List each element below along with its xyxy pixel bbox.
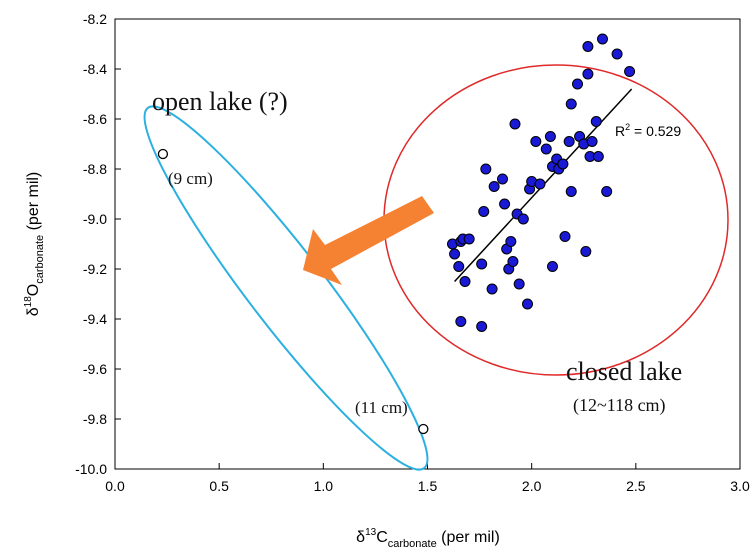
closed-lake-point [563,136,575,147]
closed-lake-point [455,316,467,327]
closed-lake-point [592,151,604,162]
closed-lake-point [509,118,521,130]
closed-lake-point [486,283,498,295]
closed-lake-point [497,173,508,185]
closed-lake-point [522,298,533,310]
y-tick-label: -9.4 [83,311,107,327]
x-axis-title: δ13Ccarbonate (per mil) [356,527,500,550]
y-tick-label: -8.6 [83,111,107,127]
y-tick-label: -10.0 [75,461,107,477]
x-tick-label: 2.5 [626,478,646,494]
closed-lake-point [478,206,490,217]
open-lake-label: open lake (?) [152,87,288,116]
shift-arrow [303,196,434,285]
x-tick-label: 2.0 [522,478,542,494]
x-axis-ticks: 0.0 0.5 1.0 1.5 2.0 2.5 3.0 [105,463,750,494]
y-tick-label: -9.0 [83,211,107,227]
closed-lake-point [565,98,577,110]
label-11cm: (11 cm) [355,398,408,417]
closed-lake-point [557,158,569,170]
closed-lake-point [597,33,608,45]
closed-lake-point [480,163,492,175]
closed-lake-label: closed lake [566,357,682,386]
closed-lake-points [447,33,636,332]
open-lake-point [418,423,429,435]
closed-lake-point [530,136,542,147]
open-lake-ellipse [143,105,429,471]
open-lake-point [157,148,169,160]
closed-lake-range-label: (12~118 cm) [573,395,666,416]
y-axis-title: δ18Ocarbonate (per mil) [23,172,46,317]
y-tick-label: -9.8 [83,411,107,427]
x-tick-label: 3.0 [730,478,750,494]
y-tick-label: -8.8 [83,161,107,177]
y-tick-label: -9.2 [83,261,107,277]
closed-lake-point [547,261,558,272]
closed-lake-point [611,48,623,60]
closed-lake-point [540,143,552,155]
closed-lake-point [534,178,546,190]
closed-lake-point [582,41,594,52]
closed-lake-point [505,236,517,247]
closed-lake-point [476,321,488,332]
y-tick-label: -8.4 [83,61,107,77]
closed-lake-point [449,248,461,260]
closed-lake-point [586,136,598,147]
closed-lake-point [582,68,594,80]
x-tick-label: 0.5 [209,478,229,494]
closed-lake-point [513,278,525,290]
closed-lake-point [565,186,577,197]
r-squared-label: R2 = 0.529 [615,122,681,139]
y-tick-label: -9.6 [83,361,107,377]
closed-lake-point [476,258,488,270]
closed-lake-point [453,261,465,272]
closed-lake-point [488,181,500,192]
closed-lake-point [590,116,602,127]
closed-lake-ellipse [383,64,729,376]
y-tick-label: -8.2 [83,11,107,27]
closed-lake-point [517,213,529,225]
closed-lake-point [463,233,475,245]
closed-lake-point [459,276,471,287]
x-tick-label: 0.0 [105,478,125,494]
closed-lake-point [507,256,519,267]
closed-lake-point [601,186,613,197]
closed-lake-point [624,66,636,77]
x-tick-label: 1.0 [314,478,334,494]
closed-lake-point [580,246,592,257]
y-axis-ticks: -8.2 -8.4 -8.6 -8.8 -9.0 -9.2 -9.4 -9.6 -9.8 -10.… [75,11,121,477]
closed-lake-point [572,78,583,90]
closed-lake-point [544,131,556,142]
closed-lake-point [559,231,571,242]
x-tick-label: 1.5 [418,478,438,494]
label-9cm: (9 cm) [168,169,213,188]
open-lake-points [157,148,429,435]
closed-lake-point [499,198,511,210]
